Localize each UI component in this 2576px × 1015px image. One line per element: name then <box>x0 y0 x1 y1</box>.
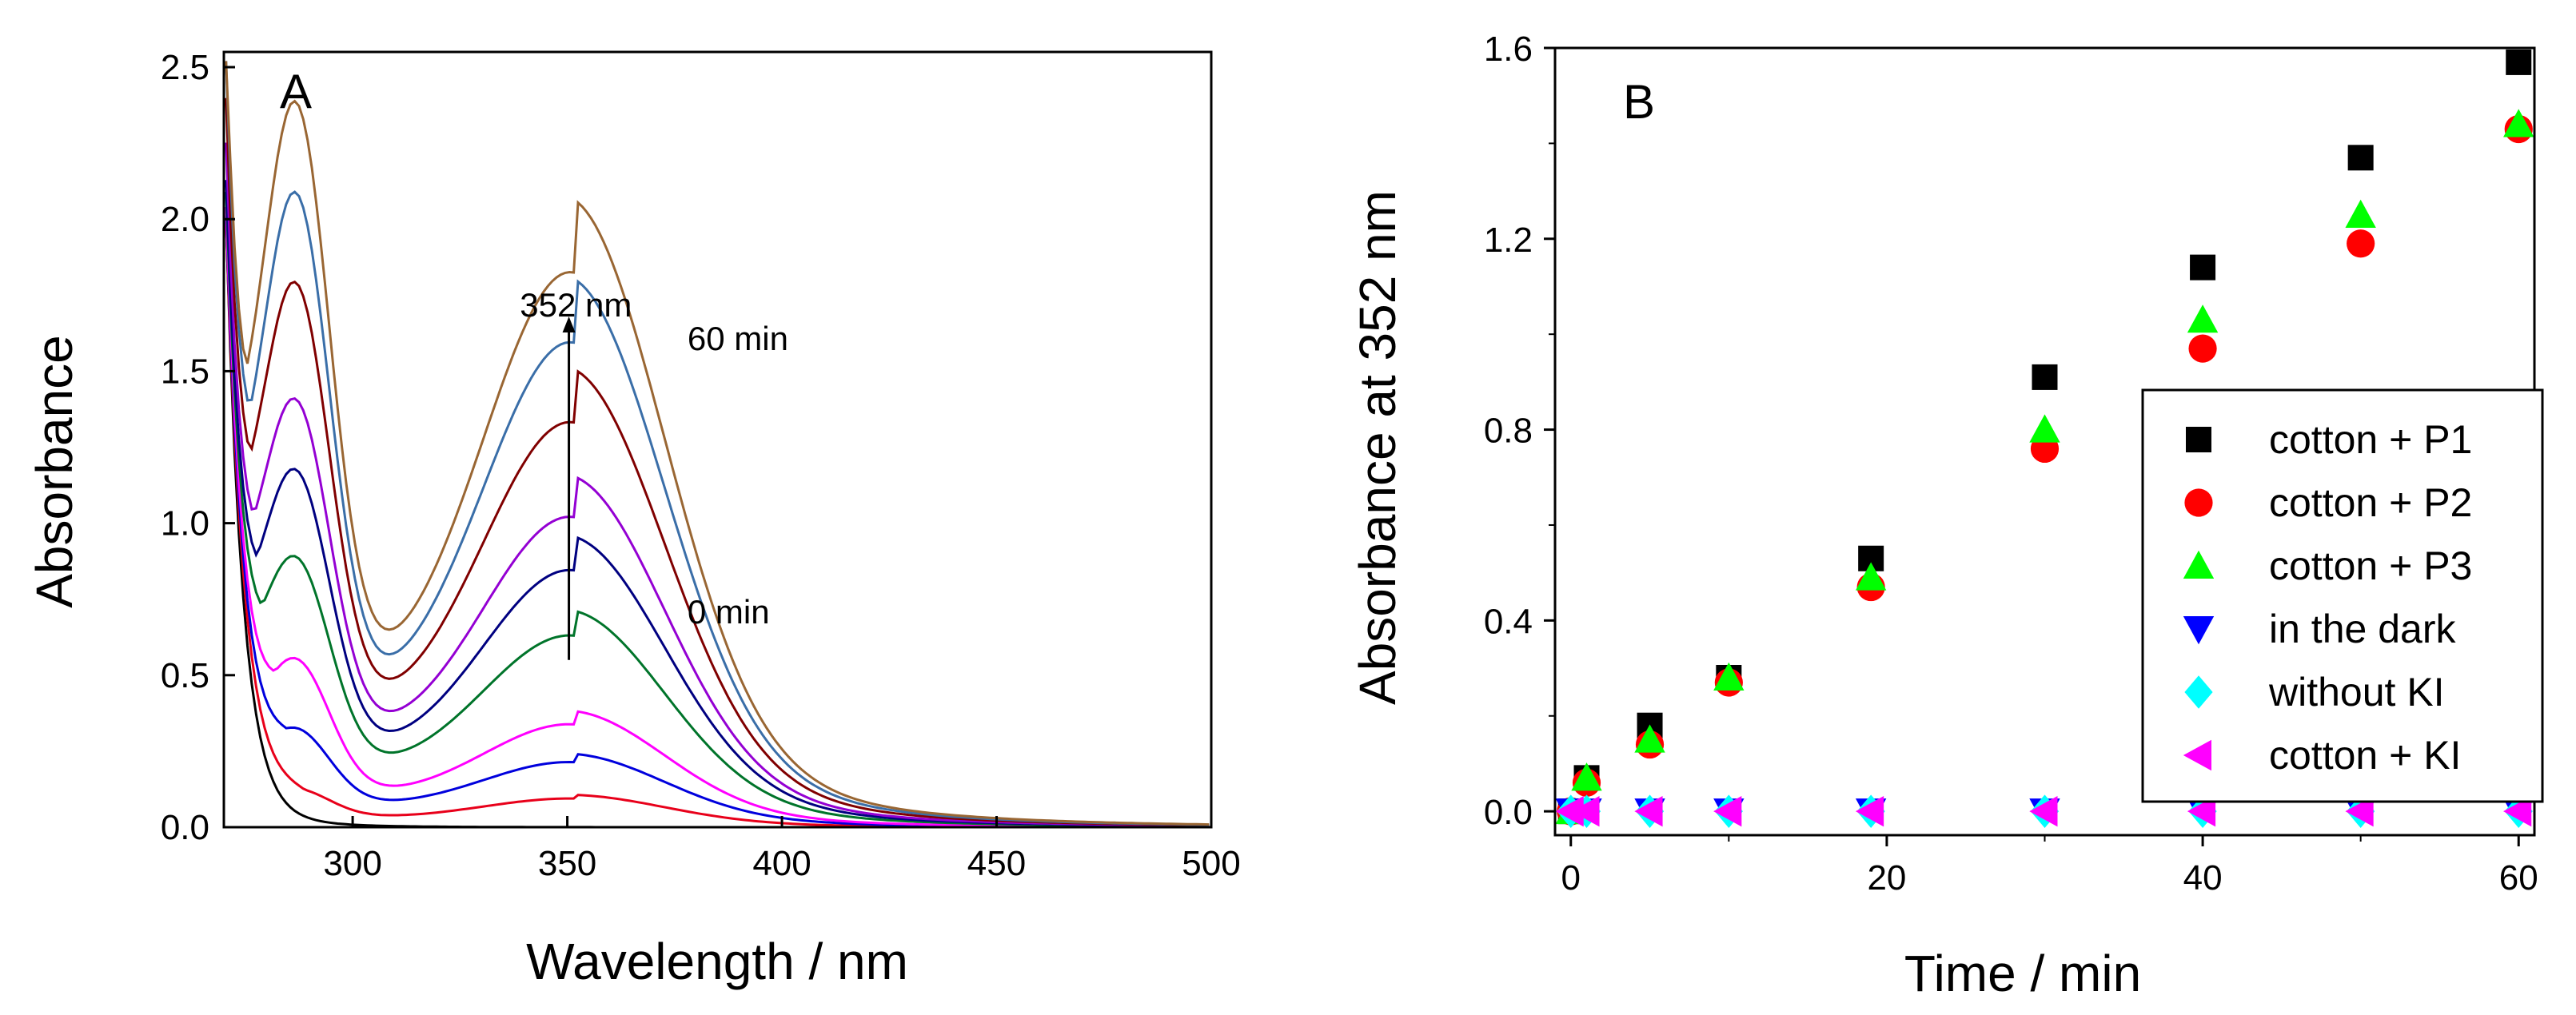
panel-b-data-point <box>2190 254 2216 281</box>
panel-a-x-tick-label: 400 <box>752 844 811 883</box>
panel-b-data-point <box>2347 229 2375 258</box>
panel-a-annotations: 352 nm 60 min 0 min <box>520 286 788 660</box>
panel-a-y-axis-label: Absorbance <box>26 335 83 608</box>
legend-label: cotton + P3 <box>2269 543 2472 588</box>
panel-b-y-tick-label: 1.2 <box>1484 221 1533 260</box>
panel-b-y-axis-label: Absorbance at 352 nm <box>1349 190 1406 705</box>
panel-b-data-point <box>2032 364 2058 390</box>
panel-b-legend: cotton + P1 cotton + P2 cotton + P3 in the … <box>2141 388 2544 803</box>
panel-b-data-point <box>1571 795 1600 827</box>
panel-b-data-point <box>2187 795 2216 827</box>
panel-b-data-point <box>2506 49 2532 75</box>
panel-b-x-tick-label: 60 <box>2499 858 2538 898</box>
panel-a-x-tick-label: 300 <box>323 844 381 883</box>
panel-a-y-tick-label: 1.5 <box>161 352 209 391</box>
legend-label: without KI <box>2268 670 2445 714</box>
legend-label: cotton + P2 <box>2269 480 2472 525</box>
panel-b-y-tick-label: 0.4 <box>1484 602 1533 641</box>
panel-b-data-point <box>1555 795 1584 827</box>
panel-a-y-tick-label: 0.5 <box>161 656 209 695</box>
panel-a-annotation: 0 min <box>688 593 770 631</box>
legend-label: cotton + P1 <box>2269 417 2472 462</box>
panel-b-points <box>1555 49 2534 828</box>
panel-a-series-line <box>225 98 1210 826</box>
panel-a-y-tick-label: 2.0 <box>161 200 209 239</box>
panel-a-ticks: 300 350 400 450 500 0.0 0.5 1.0 1.5 2.0 2.5 <box>161 48 1241 883</box>
panel-b-data-point <box>2029 414 2060 443</box>
panel-a-y-tick-label: 2.5 <box>161 48 209 87</box>
legend-box <box>2141 388 2544 803</box>
panel-a-series-line <box>225 206 1210 828</box>
legend-marker <box>2183 550 2215 579</box>
legend-label: in the dark <box>2269 607 2456 651</box>
panel-b-y-tick-label: 0.0 <box>1484 793 1533 832</box>
legend-marker <box>2186 427 2211 452</box>
panel-b-data-point <box>1855 562 1887 591</box>
panel-a-annotation: 352 nm <box>520 286 632 324</box>
legend-marker <box>2183 739 2211 771</box>
legend-label: cotton + KI <box>2269 733 2461 778</box>
panel-a-frame <box>222 50 1213 829</box>
panel-b-data-point <box>2345 795 2374 827</box>
panel-b-label: B <box>1623 75 1655 129</box>
panel-a-x-axis-label: Wavelength / nm <box>526 933 908 990</box>
panel-b-data-point <box>1713 795 1742 827</box>
panel-b-data-point <box>2503 795 2532 827</box>
panel-b-data-point <box>2188 334 2217 363</box>
panel-a-series-line <box>225 215 1210 829</box>
panel-a-series-line <box>225 61 1210 826</box>
panel-a-y-tick-label: 0.0 <box>161 808 209 847</box>
panel-b-data-point <box>2187 304 2219 333</box>
panel-b-data-point <box>2029 795 2058 827</box>
panel-b-x-axis-label: Time / min <box>1904 945 2141 1002</box>
panel-b-data-point <box>2345 199 2376 228</box>
panel-a-arrow-head <box>562 316 576 332</box>
panel-b-x-tick-label: 20 <box>1867 858 1906 898</box>
panel-a-x-tick-label: 450 <box>967 844 1026 883</box>
panel-a-curves <box>225 61 1210 829</box>
panel-a-spectra: A Wavelength / nm Absorbance 300 350 400 45… <box>26 48 1241 990</box>
panel-a-x-tick-label: 350 <box>538 844 596 883</box>
panel-b-ticks: 0 20 40 60 0.0 0.4 0.8 1.2 1.6 <box>1484 30 2538 898</box>
panel-a-series-line <box>225 180 1210 827</box>
panel-a-y-tick-label: 1.0 <box>161 504 209 543</box>
legend-marker <box>2184 488 2213 517</box>
panel-b-kinetics: B Time / min Absorbance at 352 nm 0 20 40 6… <box>1349 30 2544 1002</box>
panel-b-data-point <box>1713 662 1745 691</box>
panel-a-series-line <box>225 219 1210 829</box>
panel-b-y-tick-label: 0.8 <box>1484 412 1533 451</box>
legend-marker <box>2183 616 2215 645</box>
panel-b-data-point <box>1855 795 1884 827</box>
panel-b-data-point <box>1634 724 1665 753</box>
legend-marker <box>2184 675 2213 709</box>
panel-b-x-tick-label: 0 <box>1561 858 1581 898</box>
panel-b-data-point <box>1571 762 1602 791</box>
panel-b-y-tick-label: 1.6 <box>1484 30 1533 69</box>
panel-b-data-point <box>2503 109 2534 137</box>
panel-a-series-line <box>225 223 1210 829</box>
panel-a-label: A <box>280 65 312 118</box>
panel-a-annotation: 60 min <box>688 320 788 357</box>
panel-b-x-tick-label: 40 <box>2183 858 2223 898</box>
panel-b-data-point <box>2347 145 2374 171</box>
panel-b-data-point <box>1634 795 1663 827</box>
panel-a-x-tick-label: 500 <box>1182 844 1240 883</box>
